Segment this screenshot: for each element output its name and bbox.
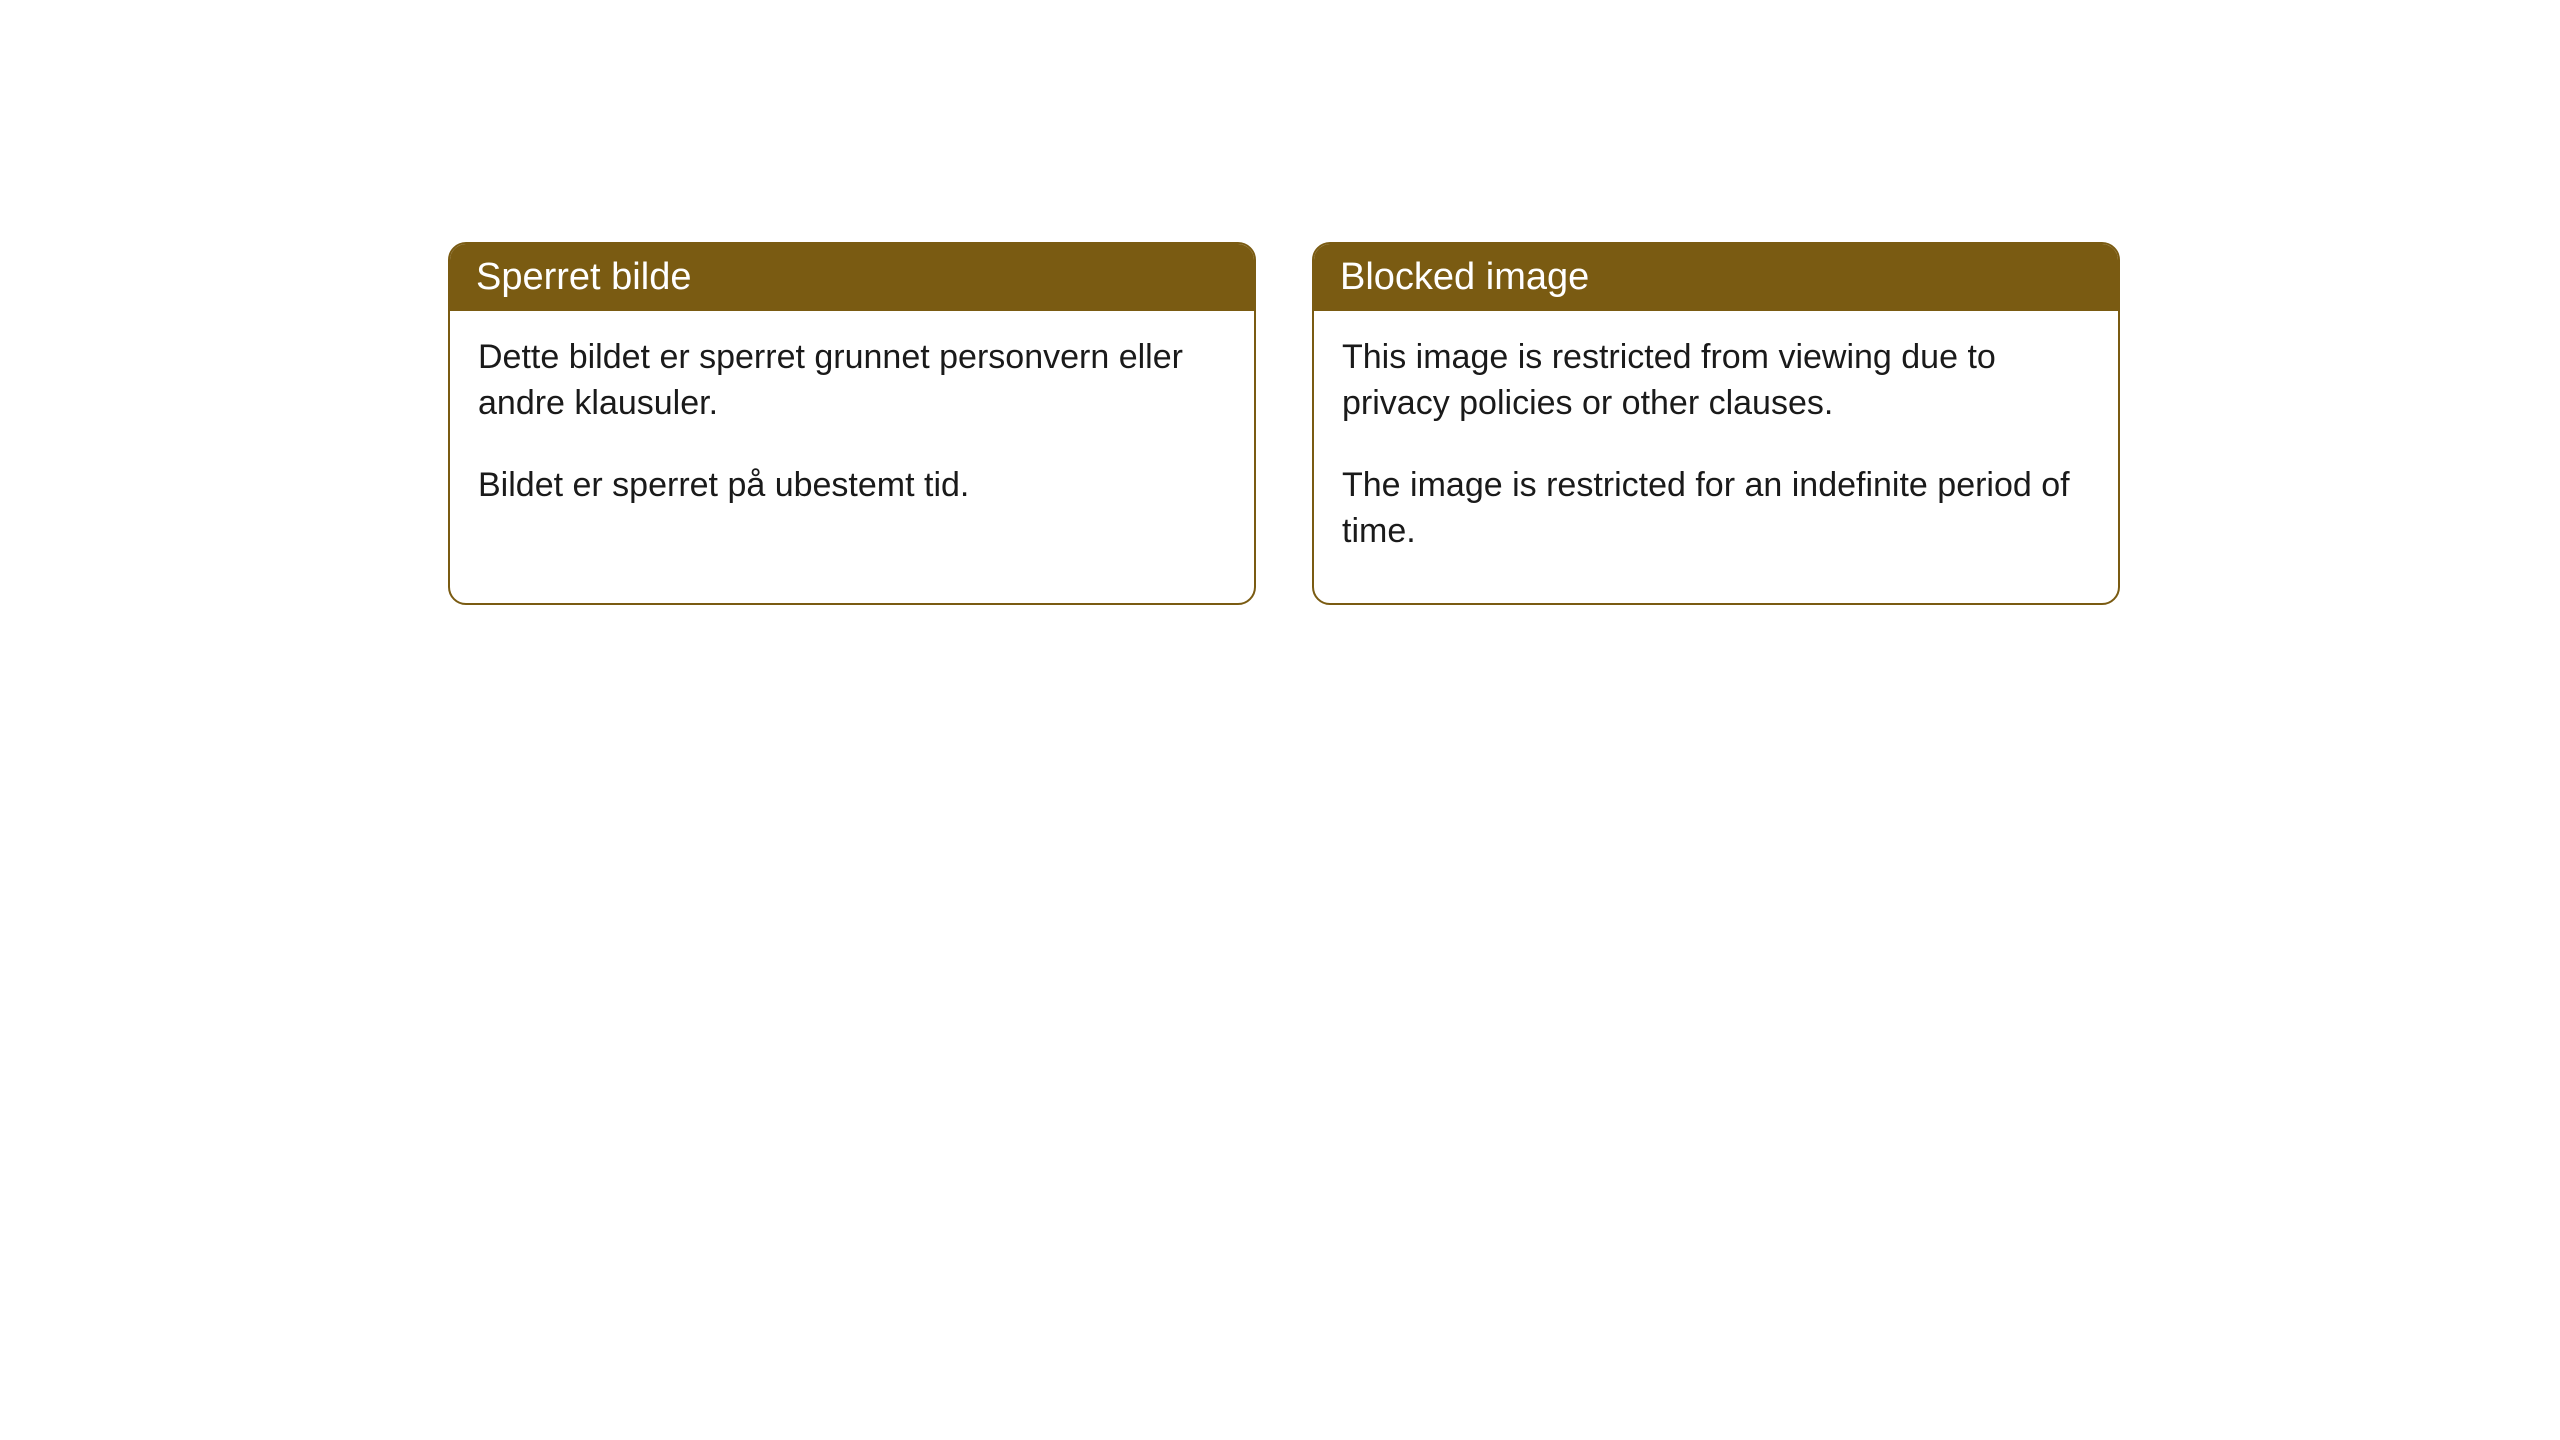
card-paragraph-2: Bildet er sperret på ubestemt tid. <box>478 463 1226 509</box>
card-english: Blocked image This image is restricted f… <box>1312 242 2120 605</box>
card-body-english: This image is restricted from viewing du… <box>1314 311 2118 603</box>
card-paragraph-2: The image is restricted for an indefinit… <box>1342 463 2090 555</box>
card-header-english: Blocked image <box>1314 244 2118 311</box>
card-header-norwegian: Sperret bilde <box>450 244 1254 311</box>
card-norwegian: Sperret bilde Dette bildet er sperret gr… <box>448 242 1256 605</box>
card-paragraph-1: Dette bildet er sperret grunnet personve… <box>478 335 1226 427</box>
card-paragraph-1: This image is restricted from viewing du… <box>1342 335 2090 427</box>
cards-container: Sperret bilde Dette bildet er sperret gr… <box>448 242 2120 605</box>
card-body-norwegian: Dette bildet er sperret grunnet personve… <box>450 311 1254 557</box>
